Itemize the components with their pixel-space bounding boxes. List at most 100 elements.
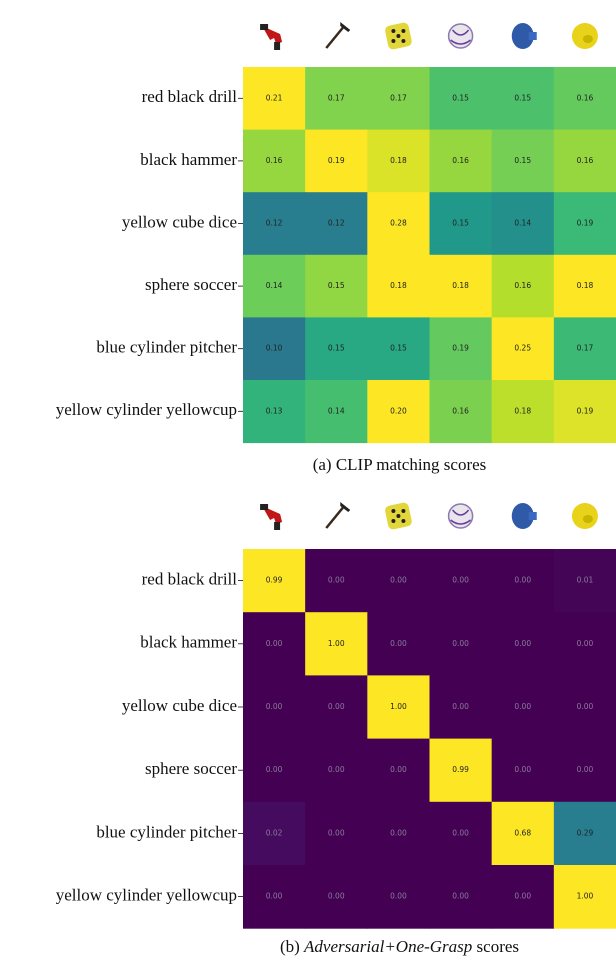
heatmap-cell	[491, 865, 555, 929]
heatmap-cell	[553, 612, 616, 676]
cell-label: 0.14	[328, 406, 345, 415]
cell-label: 0.15	[328, 344, 345, 353]
heatmap-cell	[491, 612, 555, 676]
heatmap-cell	[243, 192, 306, 256]
caption-part: Adversarial+One-Grasp	[303, 937, 476, 956]
object-icon	[325, 22, 351, 49]
icon-part	[401, 29, 406, 33]
object-icon	[447, 503, 474, 529]
cell-label: 0.12	[328, 219, 345, 228]
heatmap-cell	[429, 612, 493, 676]
cell-label: 0.02	[266, 828, 283, 837]
cell-label: 0.16	[452, 406, 469, 415]
heatmap-cell	[243, 675, 306, 740]
cell-label: 0.99	[452, 765, 469, 774]
cell-label: 0.00	[390, 576, 407, 585]
cell-label: 0.18	[390, 156, 407, 165]
icon-part	[396, 514, 401, 518]
heatmap-cell	[367, 317, 430, 381]
heatmap-cell	[429, 675, 493, 740]
cell-label: 0.15	[328, 281, 345, 290]
object-icon	[511, 23, 537, 49]
heatmap-cell	[367, 738, 430, 803]
heatmap-cell	[491, 738, 555, 803]
heatmap-cell	[305, 129, 368, 193]
heatmap-cell	[491, 675, 555, 740]
icon-part	[340, 22, 351, 32]
heatmap-cell	[429, 380, 493, 444]
icon-part	[401, 39, 406, 43]
cell-label: 0.17	[390, 93, 407, 102]
heatmap-cell	[429, 67, 493, 131]
cell-label: 0.16	[514, 281, 531, 290]
cell-label: 0.15	[452, 219, 469, 228]
icon-part	[511, 23, 534, 49]
heatmap-cell	[367, 129, 430, 193]
icon-part	[528, 32, 537, 40]
heatmap-cell	[243, 129, 306, 193]
cell-label: 0.00	[266, 765, 283, 774]
cell-label: 0.17	[577, 344, 594, 353]
cell-label: 0.16	[452, 156, 469, 165]
row-label: red black drill	[142, 87, 238, 106]
icon-part	[396, 34, 401, 38]
heatmap-cell	[367, 254, 430, 318]
cell-label: 0.19	[577, 406, 594, 415]
cell-label: 0.00	[514, 765, 531, 774]
cell-label: 0.12	[266, 219, 283, 228]
heatmap-cell	[429, 192, 493, 256]
cell-label: 0.00	[452, 639, 469, 648]
cell-label: 0.00	[452, 828, 469, 837]
cell-label: 0.00	[577, 639, 594, 648]
cell-label: 0.17	[328, 93, 345, 102]
cell-label: 0.16	[577, 156, 594, 165]
heatmap-cell	[305, 192, 368, 256]
icon-part	[511, 503, 534, 529]
cell-label: 0.00	[514, 639, 531, 648]
heatmap-cell	[305, 67, 368, 131]
cell-label: 0.25	[514, 344, 531, 353]
cell-label: 0.18	[514, 406, 531, 415]
row-label: black hammer	[140, 150, 237, 169]
heatmap-cell	[243, 865, 306, 929]
cell-label: 0.00	[577, 765, 594, 774]
heatmap-cell	[367, 380, 430, 444]
heatmap-cell	[553, 192, 616, 256]
cell-label: 0.00	[328, 702, 345, 711]
heatmap-cell	[243, 380, 306, 444]
icon-part	[450, 29, 472, 45]
heatmap-cell	[491, 254, 555, 318]
heatmap-cell	[243, 738, 306, 803]
icon-part	[401, 509, 406, 513]
heatmap-cell	[305, 549, 368, 613]
cell-label: 0.00	[452, 702, 469, 711]
cell-label: 0.00	[514, 576, 531, 585]
icon-part	[325, 25, 346, 49]
cell-label: 0.99	[266, 576, 283, 585]
heatmap-cell	[553, 675, 616, 740]
heatmap-cell	[429, 129, 493, 193]
heatmap-cell	[243, 254, 306, 318]
heatmap-cell	[553, 801, 616, 866]
row-label: yellow cube dice	[122, 696, 237, 715]
icon-part	[274, 42, 281, 50]
cell-label: 0.68	[514, 828, 531, 837]
cell-label: 0.15	[390, 344, 407, 353]
cell-label: 0.00	[514, 702, 531, 711]
cell-label: 1.00	[390, 702, 407, 711]
heatmap-cell	[429, 865, 493, 929]
heatmap-cell	[243, 549, 306, 613]
object-icon	[260, 24, 283, 50]
cell-label: 0.00	[390, 639, 407, 648]
heatmap-cell	[305, 380, 368, 444]
heatmap-cell	[553, 317, 616, 381]
heatmap-cell	[491, 317, 555, 381]
object-icon	[385, 22, 412, 50]
row-label: sphere soccer	[145, 759, 237, 778]
row-label: yellow cylinder yellowcup	[56, 886, 237, 905]
row-label: red black drill	[142, 570, 238, 589]
caption: (a) CLIP matching scores	[313, 455, 487, 474]
object-icon	[385, 502, 412, 530]
row-label: yellow cylinder yellowcup	[56, 400, 237, 419]
